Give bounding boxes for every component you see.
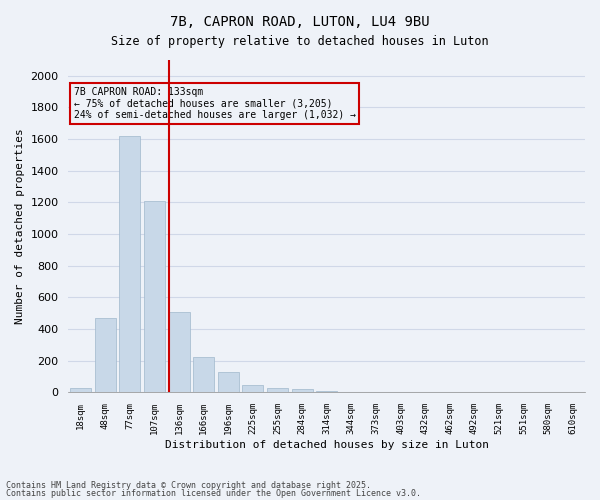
Bar — [218, 372, 239, 392]
Bar — [119, 136, 140, 392]
Bar — [144, 201, 165, 392]
Bar — [95, 318, 116, 392]
Y-axis label: Number of detached properties: Number of detached properties — [15, 128, 25, 324]
Text: 7B, CAPRON ROAD, LUTON, LU4 9BU: 7B, CAPRON ROAD, LUTON, LU4 9BU — [170, 15, 430, 29]
Bar — [242, 384, 263, 392]
Bar — [193, 357, 214, 392]
Text: 7B CAPRON ROAD: 133sqm
← 75% of detached houses are smaller (3,205)
24% of semi-: 7B CAPRON ROAD: 133sqm ← 75% of detached… — [74, 86, 356, 120]
Bar — [316, 391, 337, 392]
Bar — [267, 388, 288, 392]
Bar — [169, 312, 190, 392]
Bar — [70, 388, 91, 392]
X-axis label: Distribution of detached houses by size in Luton: Distribution of detached houses by size … — [165, 440, 489, 450]
Text: Contains HM Land Registry data © Crown copyright and database right 2025.: Contains HM Land Registry data © Crown c… — [6, 481, 371, 490]
Text: Contains public sector information licensed under the Open Government Licence v3: Contains public sector information licen… — [6, 488, 421, 498]
Bar — [292, 390, 313, 392]
Text: Size of property relative to detached houses in Luton: Size of property relative to detached ho… — [111, 35, 489, 48]
